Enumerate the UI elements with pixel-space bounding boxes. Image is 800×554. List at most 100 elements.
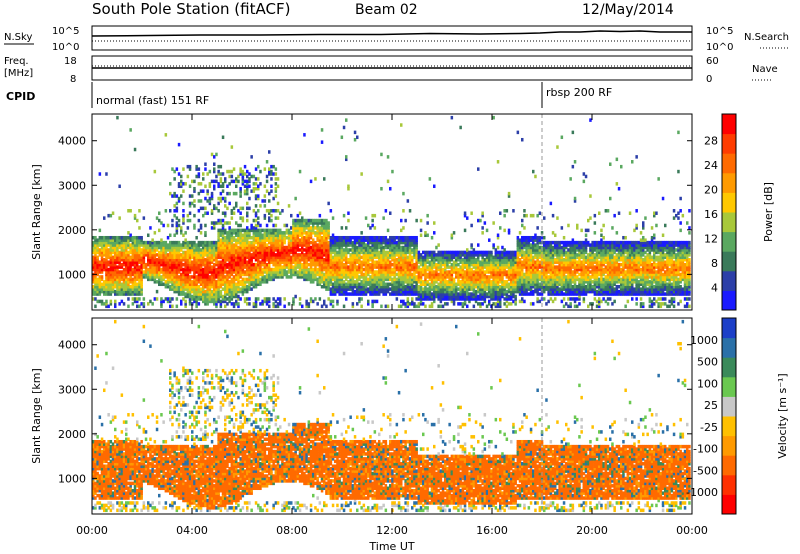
power-cell (202, 282, 205, 287)
power-cell (133, 255, 137, 260)
power-cell (164, 267, 168, 272)
power-cell (448, 272, 451, 277)
power-cell (206, 292, 209, 296)
power-cell (466, 294, 469, 299)
power-cell (296, 265, 300, 269)
power-cell (369, 282, 372, 287)
power-cell (107, 275, 110, 279)
power-cell (474, 262, 478, 267)
power-cell (268, 233, 271, 238)
power-cell (219, 250, 223, 255)
power-cell (314, 250, 317, 255)
power-cell (402, 265, 405, 269)
power-cell (329, 240, 333, 245)
power-cell (138, 282, 141, 287)
power-cell (521, 250, 524, 255)
power-cell (510, 287, 513, 291)
power-cell (345, 253, 348, 257)
power-cell (259, 272, 262, 277)
power-cell (228, 297, 231, 301)
power-cell (378, 253, 381, 257)
power-cell (237, 231, 240, 235)
power-cell (268, 191, 271, 196)
power-cell (180, 275, 183, 279)
power-cell (140, 302, 143, 306)
power-cell (180, 280, 183, 284)
power-cell (210, 179, 214, 184)
power-cell (131, 287, 135, 291)
power-cell (129, 277, 132, 282)
power-cell (393, 240, 396, 245)
power-cell (175, 275, 179, 279)
power-cell (248, 248, 251, 252)
power-cell (312, 258, 315, 262)
power-cell (120, 275, 124, 279)
power-cell (338, 287, 341, 291)
power-cell (386, 289, 390, 294)
power-cell (254, 265, 258, 269)
power-cell (444, 280, 447, 284)
power-cell (257, 258, 260, 262)
power-cell (237, 262, 240, 267)
power-cell (221, 287, 225, 291)
power-cell (142, 265, 146, 269)
power-cell (140, 277, 143, 282)
power-cell (184, 258, 187, 262)
power-cell (105, 280, 108, 284)
power-cell (116, 235, 119, 240)
power-cell (193, 199, 196, 203)
power-cell (327, 231, 330, 235)
power-cell (400, 240, 403, 245)
power-cell (327, 233, 330, 238)
power-cell (276, 238, 280, 242)
power-cell (496, 280, 500, 284)
power-cell (224, 304, 227, 309)
power-cell (105, 270, 108, 274)
power-cell (466, 260, 469, 264)
power-cell (448, 275, 451, 279)
power-cell (279, 262, 282, 267)
power-cell (384, 289, 388, 294)
power-cell (272, 245, 275, 250)
power-cell (391, 284, 394, 289)
power-cell (360, 284, 363, 289)
power-cell (320, 253, 324, 257)
power-cell (461, 260, 465, 264)
power-cell (406, 282, 410, 287)
power-cell (224, 265, 227, 269)
power-cell (430, 253, 434, 257)
power-cell (250, 245, 253, 250)
power-cell (327, 262, 330, 267)
power-cell (384, 245, 388, 250)
power-cell (435, 277, 438, 282)
power-cell (138, 243, 141, 247)
power-cell (364, 289, 368, 294)
power-cell (369, 240, 372, 245)
power-cell (367, 262, 370, 267)
power-cell (268, 167, 271, 171)
power-cell (230, 284, 234, 289)
power-cell (406, 275, 410, 279)
power-cell (490, 267, 493, 272)
power-cell (125, 277, 128, 282)
power-cell (254, 299, 258, 304)
power-cell (270, 172, 273, 176)
power-cell (314, 275, 317, 279)
power-cell (257, 243, 260, 247)
power-cell (422, 280, 425, 284)
power-cell (272, 262, 275, 267)
power-cell (254, 275, 258, 279)
power-cell (230, 238, 234, 242)
power-cell (195, 299, 198, 304)
power-cell (215, 284, 218, 289)
power-cell (98, 250, 102, 255)
power-cell (395, 297, 399, 301)
power-cell (518, 280, 522, 284)
power-cell (241, 216, 245, 220)
power-cell (397, 304, 401, 309)
power-cell (219, 253, 223, 257)
power-cell (235, 243, 238, 247)
power-cell (378, 284, 381, 289)
power-cell (378, 280, 381, 284)
power-cell (188, 284, 192, 289)
